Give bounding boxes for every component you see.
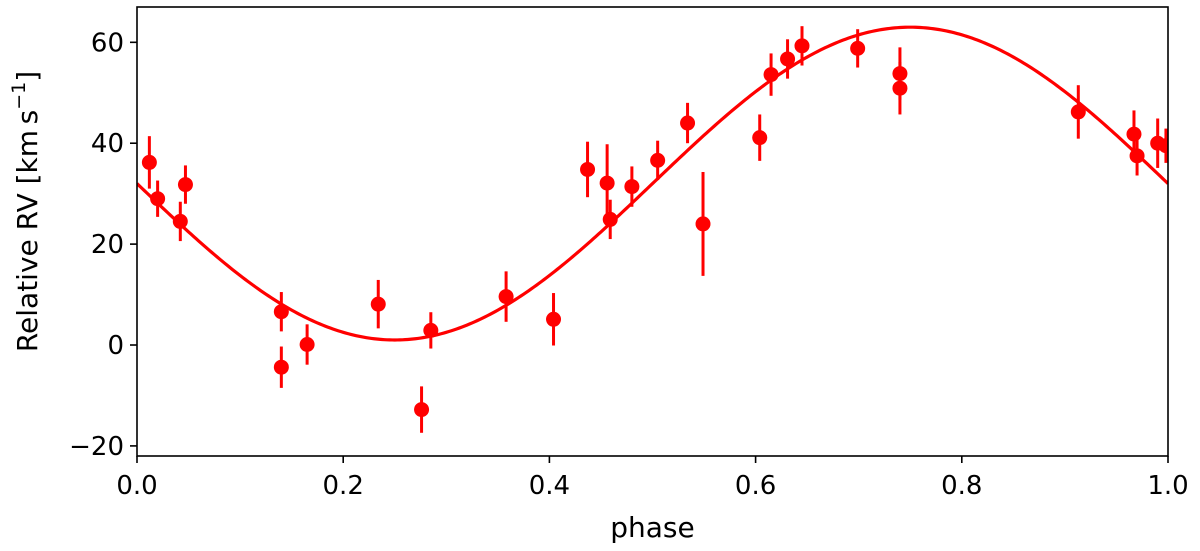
data-point	[850, 29, 866, 68]
plot-area	[137, 25, 1168, 433]
data-point	[752, 114, 768, 161]
data-marker	[423, 322, 439, 338]
y-tick-label: 0	[107, 331, 124, 361]
data-point	[624, 166, 640, 207]
data-marker	[299, 337, 315, 353]
data-point	[695, 171, 711, 276]
data-marker	[150, 191, 166, 207]
x-tick-label: 1.0	[1147, 471, 1188, 501]
y-tick-label: 60	[91, 28, 124, 58]
data-point	[780, 39, 796, 79]
data-point	[602, 199, 618, 240]
x-tick-label: 0.0	[116, 471, 157, 501]
data-marker	[892, 80, 908, 96]
data-marker	[546, 311, 562, 327]
data-marker	[141, 154, 157, 170]
x-tick-label: 0.4	[529, 471, 570, 501]
data-point	[299, 324, 315, 365]
data-marker	[414, 402, 430, 418]
data-marker	[273, 304, 289, 320]
y-tick-label: −20	[69, 432, 124, 462]
data-marker	[177, 177, 193, 193]
data-point	[580, 141, 596, 198]
data-marker	[1158, 138, 1168, 154]
x-axis-label: phase	[610, 511, 695, 544]
data-marker	[602, 211, 618, 227]
data-marker	[752, 130, 768, 146]
data-marker	[680, 115, 696, 131]
data-marker	[1126, 126, 1142, 142]
data-marker	[580, 161, 596, 177]
x-tick-label: 0.6	[735, 471, 776, 501]
data-marker	[624, 179, 640, 195]
data-point	[599, 144, 615, 222]
x-tick-label: 0.8	[941, 471, 982, 501]
data-marker	[370, 296, 386, 312]
axis-ticks: 0.0 0.2 0.4 0.6 0.8 1.0 −20 0 20 40 60	[69, 28, 1189, 501]
y-axis-label: Relative RV [km s−1]	[8, 71, 44, 352]
data-point	[1129, 136, 1145, 176]
y-axis-label-close: ]	[11, 71, 44, 82]
data-point	[546, 293, 562, 346]
data-marker	[172, 213, 188, 229]
data-point	[680, 102, 696, 144]
data-marker	[763, 67, 779, 83]
y-axis-label-main: Relative RV [km s	[11, 110, 44, 352]
data-point	[370, 279, 386, 329]
model-curve	[137, 25, 1168, 342]
plot-frame	[136, 6, 1169, 457]
data-point	[150, 180, 166, 217]
data-point	[141, 136, 157, 189]
data-marker	[498, 289, 514, 305]
data-point	[498, 271, 514, 322]
y-tick-label: 20	[91, 230, 124, 260]
data-marker	[599, 175, 615, 191]
data-point	[794, 26, 810, 66]
data-marker	[650, 152, 666, 168]
data-marker	[780, 51, 796, 67]
data-point	[273, 292, 289, 332]
data-point	[650, 140, 666, 181]
data-marker	[850, 40, 866, 56]
data-point	[414, 386, 430, 433]
data-point	[273, 346, 289, 388]
y-axis-label-exponent: −1	[8, 82, 30, 110]
data-point	[172, 201, 188, 242]
data-point	[1158, 128, 1168, 163]
data-marker	[695, 216, 711, 232]
data-marker	[1070, 104, 1086, 120]
data-marker	[273, 359, 289, 375]
data-point	[177, 165, 193, 204]
data-point	[763, 53, 779, 96]
x-tick-label: 0.2	[323, 471, 364, 501]
y-tick-label: 40	[91, 129, 124, 159]
data-point	[423, 312, 439, 349]
data-point	[1070, 85, 1086, 139]
plot-series	[137, 25, 1168, 433]
data-point	[892, 61, 908, 115]
data-marker	[794, 38, 810, 54]
data-marker	[1129, 148, 1145, 164]
